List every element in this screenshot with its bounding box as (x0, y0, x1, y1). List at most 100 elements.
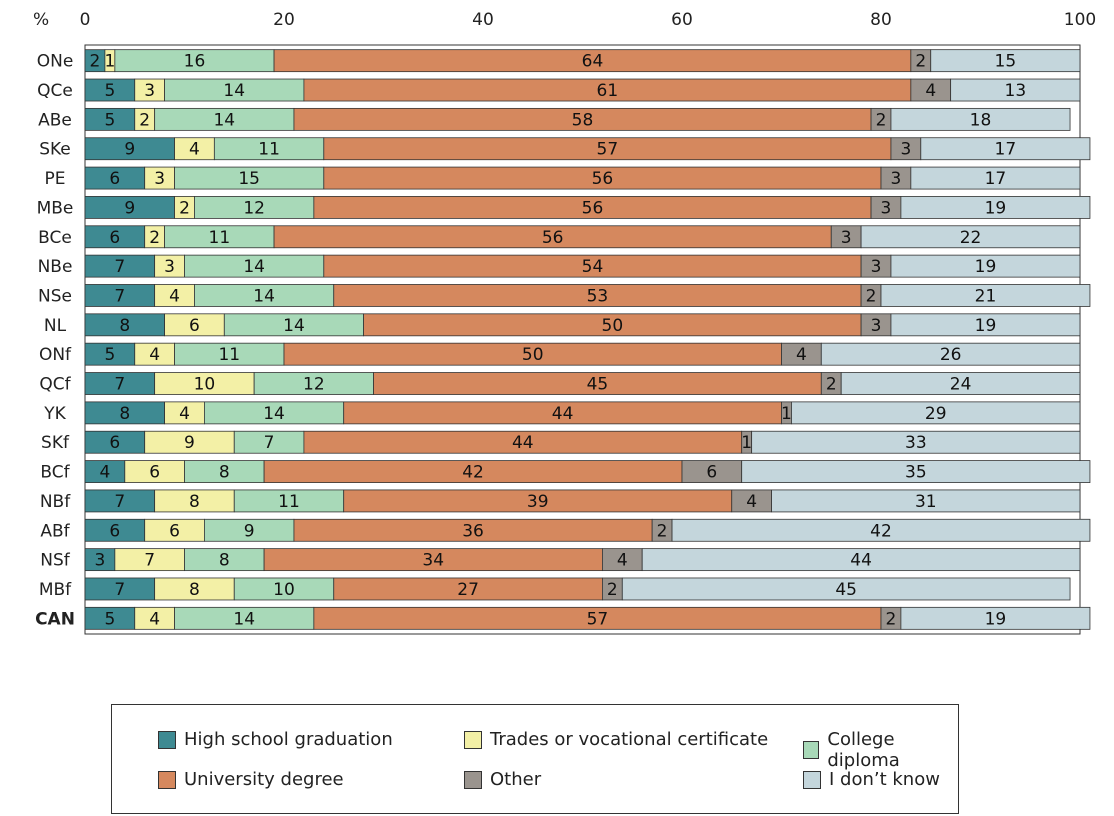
data-label: 6 (109, 169, 120, 189)
data-label: 5 (104, 609, 115, 629)
legend-item-trades: Trades or vocational certificate (464, 729, 768, 750)
data-label: 7 (114, 286, 125, 306)
data-label: 44 (512, 433, 534, 453)
data-label: 2 (915, 52, 926, 72)
legend-item-dont-know: I don’t know (803, 769, 940, 790)
data-label: 5 (104, 110, 115, 130)
data-label: 54 (582, 257, 604, 277)
data-label: 56 (582, 198, 604, 218)
data-label: 21 (975, 286, 997, 306)
data-label: 19 (975, 257, 997, 277)
data-label: 3 (891, 169, 902, 189)
data-label: 58 (572, 110, 594, 130)
x-tick-label: 20 (273, 10, 295, 30)
category-label: ABe (38, 110, 72, 130)
data-label: 24 (950, 375, 972, 395)
legend-item-college: College diploma (803, 729, 958, 771)
category-label: NSf (40, 551, 71, 571)
data-label: 33 (905, 433, 927, 453)
x-tick-label: 60 (671, 10, 693, 30)
legend-label-dont-know: I don’t know (829, 769, 940, 790)
x-tick-label: 100 (1064, 10, 1096, 30)
data-label: 3 (841, 228, 852, 248)
data-label: 7 (114, 257, 125, 277)
data-label: 53 (587, 286, 609, 306)
data-label: 9 (124, 140, 135, 160)
data-label: 14 (283, 316, 305, 336)
category-label: NBe (38, 257, 73, 277)
legend-label-trades: Trades or vocational certificate (490, 729, 768, 750)
data-label: 3 (95, 551, 106, 571)
data-label: 11 (258, 140, 280, 160)
data-label: 14 (233, 609, 255, 629)
data-label: 15 (238, 169, 260, 189)
category-label: SKf (41, 433, 70, 453)
data-label: 34 (422, 551, 444, 571)
data-label: 7 (114, 375, 125, 395)
data-label: 13 (1005, 81, 1027, 101)
category-label: NL (44, 316, 67, 336)
legend-item-high-school: High school graduation (158, 729, 393, 750)
data-label: 8 (219, 551, 230, 571)
data-label: 8 (119, 404, 130, 424)
plot-frame (85, 45, 1080, 634)
data-label: 11 (218, 345, 240, 365)
data-label: 3 (144, 81, 155, 101)
data-label: 8 (119, 316, 130, 336)
data-label: 7 (144, 551, 155, 571)
data-label: 4 (99, 463, 110, 483)
data-label: 8 (219, 463, 230, 483)
data-label: 11 (278, 492, 300, 512)
data-label: 12 (303, 375, 325, 395)
category-label: NBf (40, 492, 71, 512)
data-label: 10 (273, 580, 295, 600)
legend: High school graduation Trades or vocatio… (111, 704, 959, 814)
data-label: 16 (184, 52, 206, 72)
legend-swatch-high-school (158, 731, 176, 749)
legend-label-high-school: High school graduation (184, 729, 393, 750)
category-label: QCe (37, 81, 73, 101)
legend-swatch-college (803, 741, 819, 759)
data-label: 12 (243, 198, 265, 218)
data-label: 6 (109, 521, 120, 541)
data-label: 6 (189, 316, 200, 336)
category-label: PE (45, 169, 66, 189)
data-label: 2 (826, 375, 837, 395)
data-label: 1 (741, 433, 752, 453)
legend-swatch-trades (464, 731, 482, 749)
category-label: QCf (39, 375, 71, 395)
data-label: 7 (114, 492, 125, 512)
data-label: 1 (104, 52, 115, 72)
data-label: 56 (542, 228, 564, 248)
data-label: 2 (149, 228, 160, 248)
data-label: 9 (124, 198, 135, 218)
data-label: 14 (263, 404, 285, 424)
data-label: 50 (522, 345, 544, 365)
data-label: 11 (209, 228, 231, 248)
legend-item-university: University degree (158, 769, 344, 790)
x-tick-label: 40 (472, 10, 494, 30)
x-tick-label: 0 (80, 10, 91, 30)
data-label: 5 (104, 345, 115, 365)
category-label: YK (43, 404, 66, 424)
data-label: 15 (995, 52, 1017, 72)
data-label: 36 (462, 521, 484, 541)
data-label: 5 (104, 81, 115, 101)
data-label: 64 (582, 52, 604, 72)
data-label: 9 (184, 433, 195, 453)
category-label: CAN (35, 609, 75, 629)
data-label: 2 (607, 580, 618, 600)
category-label: ABf (40, 521, 70, 541)
data-label: 3 (871, 316, 882, 336)
data-label: 3 (900, 140, 911, 160)
data-label: 2 (179, 198, 190, 218)
data-label: 3 (881, 198, 892, 218)
data-label: 19 (975, 316, 997, 336)
category-label: BCe (38, 228, 72, 248)
data-label: 4 (149, 345, 160, 365)
legend-label-university: University degree (184, 769, 344, 790)
legend-label-college: College diploma (827, 729, 958, 771)
x-tick-label: 80 (870, 10, 892, 30)
data-label: 22 (960, 228, 982, 248)
data-label: 56 (592, 169, 614, 189)
